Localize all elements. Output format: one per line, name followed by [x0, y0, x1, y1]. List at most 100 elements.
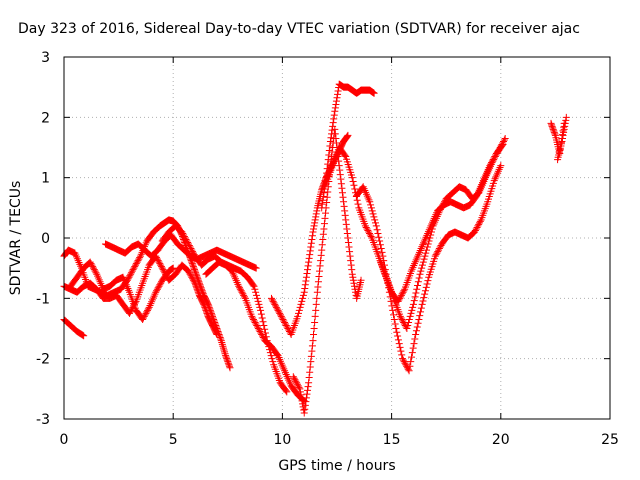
- data-point: [157, 261, 165, 269]
- data-point: [217, 337, 225, 345]
- data-point: [187, 272, 195, 280]
- data-point: [497, 142, 505, 150]
- data-point: [376, 241, 384, 249]
- data-point: [367, 232, 375, 240]
- data-point: [395, 296, 403, 304]
- data-point: [236, 284, 244, 292]
- data-point: [183, 237, 191, 245]
- data-point: [186, 270, 194, 278]
- data-point: [409, 344, 417, 352]
- data-point: [193, 284, 201, 292]
- data-point: [438, 202, 446, 210]
- data-point: [435, 245, 443, 253]
- data-point: [320, 225, 328, 233]
- data-point: [87, 260, 95, 268]
- data-point: [191, 267, 199, 275]
- data-point: [379, 252, 387, 260]
- data-point: [551, 130, 559, 138]
- data-point: [159, 266, 167, 274]
- data-point: [258, 331, 266, 339]
- data-point: [220, 346, 228, 354]
- data-point: [390, 315, 398, 323]
- data-point: [312, 306, 320, 314]
- data-point: [376, 237, 384, 245]
- data-point: [132, 261, 140, 269]
- data-point: [372, 222, 380, 230]
- data-point: [140, 312, 148, 320]
- data-point: [277, 312, 285, 320]
- data-point: [189, 249, 197, 257]
- data-point: [497, 162, 505, 170]
- data-point: [493, 150, 501, 158]
- data-point: [368, 207, 376, 215]
- data-point: [341, 211, 349, 219]
- data-point: [408, 349, 416, 357]
- data-point: [371, 219, 379, 227]
- data-point: [318, 246, 326, 254]
- data-point: [366, 198, 374, 206]
- data-point: [293, 379, 301, 387]
- data-point: [434, 248, 442, 256]
- data-point: [320, 185, 328, 193]
- data-point: [251, 285, 259, 293]
- data-point: [316, 262, 324, 270]
- data-point: [420, 294, 428, 302]
- y-tick-label: -3: [36, 412, 50, 428]
- data-point: [406, 312, 414, 320]
- data-point: [548, 122, 556, 130]
- series-arc-10: [318, 80, 378, 212]
- data-point: [347, 257, 355, 265]
- data-point: [225, 362, 233, 370]
- data-point: [424, 277, 432, 285]
- data-point: [327, 134, 335, 142]
- data-point: [405, 315, 413, 323]
- data-point: [284, 325, 292, 332]
- data-point: [336, 166, 344, 174]
- series-arc-4: [67, 258, 177, 323]
- data-point: [189, 261, 197, 269]
- data-point: [218, 340, 226, 348]
- data-point: [366, 231, 374, 239]
- data-point: [290, 374, 298, 382]
- data-point: [152, 288, 160, 296]
- data-point: [341, 207, 349, 215]
- data-point: [407, 309, 415, 317]
- data-point: [363, 225, 371, 233]
- data-point: [80, 332, 88, 340]
- data-point: [400, 287, 408, 295]
- data-point: [361, 222, 369, 230]
- data-point: [186, 243, 194, 251]
- data-point: [312, 210, 320, 218]
- data-point: [400, 320, 408, 328]
- data-point: [403, 325, 411, 332]
- data-point: [89, 264, 97, 272]
- data-point: [435, 246, 443, 254]
- data-point: [498, 140, 506, 148]
- data-point: [307, 243, 315, 251]
- data-point: [394, 332, 402, 340]
- data-point: [303, 269, 311, 277]
- data-point: [416, 270, 424, 278]
- data-point: [190, 278, 198, 286]
- series-arc-15: [554, 113, 570, 164]
- y-tick-label: 0: [41, 231, 50, 247]
- data-point: [273, 305, 281, 313]
- data-point: [301, 285, 309, 293]
- data-point: [306, 247, 314, 255]
- data-point: [236, 285, 244, 293]
- data-point: [248, 312, 256, 320]
- data-point: [328, 126, 336, 134]
- data-point: [317, 251, 325, 259]
- data-point: [421, 252, 429, 260]
- data-point: [347, 261, 355, 269]
- data-point: [300, 406, 308, 414]
- data-point: [296, 303, 304, 311]
- data-point: [351, 185, 359, 193]
- data-point: [330, 115, 338, 123]
- data-point: [302, 277, 310, 285]
- data-point: [144, 306, 152, 314]
- data-point: [308, 236, 316, 244]
- data-point: [252, 264, 260, 272]
- data-point: [221, 350, 229, 358]
- data-point: [495, 145, 503, 153]
